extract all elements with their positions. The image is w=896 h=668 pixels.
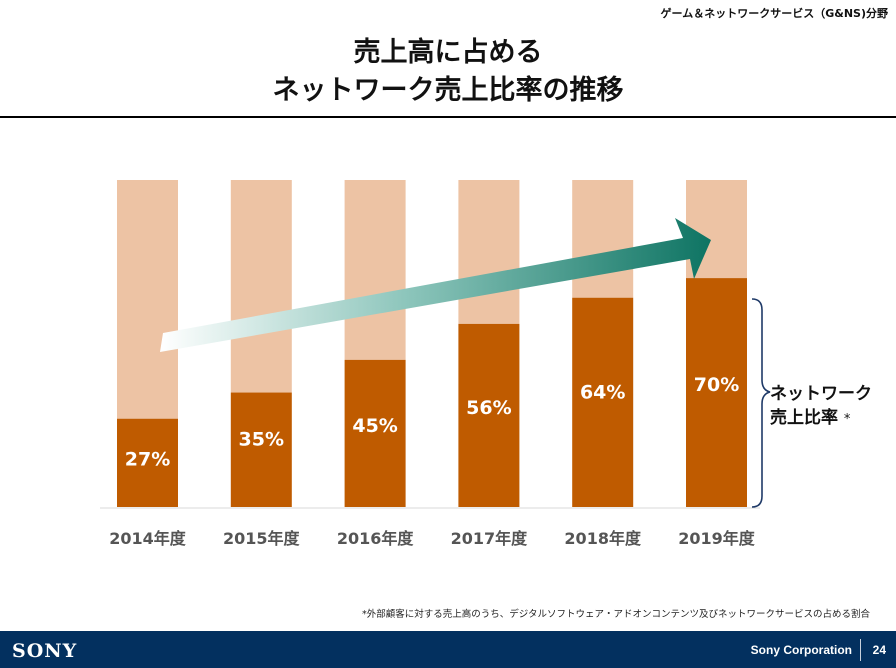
data-label: 70% <box>694 374 739 396</box>
bar-network-segment <box>230 392 292 507</box>
x-tick-label: 2019年度 <box>678 529 756 548</box>
bar-network-segment <box>686 278 747 507</box>
footer-divider <box>860 639 861 661</box>
bar-network-segment <box>458 323 520 507</box>
bar-network-segment <box>344 359 406 507</box>
title-line-2: ネットワーク売上比率の推移 <box>272 75 624 106</box>
sony-logo: SONY <box>12 640 78 662</box>
data-label: 27% <box>125 449 170 471</box>
bracket-label-line-1: ネットワーク <box>770 384 872 404</box>
bar-network-segment <box>117 418 178 507</box>
x-tick-label: 2018年度 <box>564 529 642 548</box>
title-line-1: 売上高に占める <box>353 37 543 68</box>
x-tick-label: 2014年度 <box>109 529 187 548</box>
bracket-label-line-2: 売上比率 <box>770 408 838 428</box>
bar-remainder-segment <box>230 180 292 393</box>
bracket-brace <box>751 298 771 508</box>
footnote: *外部顧客に対する売上高のうち、デジタルソフトウェア・アドオンコンテンツ及びネッ… <box>361 609 870 620</box>
data-label: 45% <box>352 415 397 437</box>
title-separator <box>0 116 896 118</box>
page-title: 売上高に占める ネットワーク売上比率の推移 <box>0 34 896 110</box>
section-label: ゲーム＆ネットワークサービス（G&NS)分野 <box>660 7 888 20</box>
x-tick-label: 2015年度 <box>223 529 301 548</box>
bar-network-segment <box>572 297 634 507</box>
bracket-label: ネットワーク 売上比率 * <box>770 382 872 432</box>
bar-remainder-segment <box>117 180 178 419</box>
x-tick-label: 2017年度 <box>451 529 529 548</box>
bar-remainder-segment <box>572 180 634 298</box>
page-number: 24 <box>872 643 886 657</box>
data-label: 35% <box>239 429 284 451</box>
data-label: 56% <box>466 397 511 419</box>
bar-remainder-segment <box>458 180 520 324</box>
x-tick-label: 2016年度 <box>337 529 415 548</box>
asterisk-mark: * <box>843 412 851 427</box>
bar-chart: 27% 2014年度 35% 2015年度 45% 2016年度 56% 2017年度 64% 2… <box>100 180 771 548</box>
data-label: 64% <box>580 382 625 404</box>
bar-remainder-segment <box>344 180 406 360</box>
trend-arrow <box>160 218 711 352</box>
footer-bar: SONY Sony Corporation 24 <box>0 631 896 668</box>
company-name: Sony Corporation <box>750 643 852 657</box>
